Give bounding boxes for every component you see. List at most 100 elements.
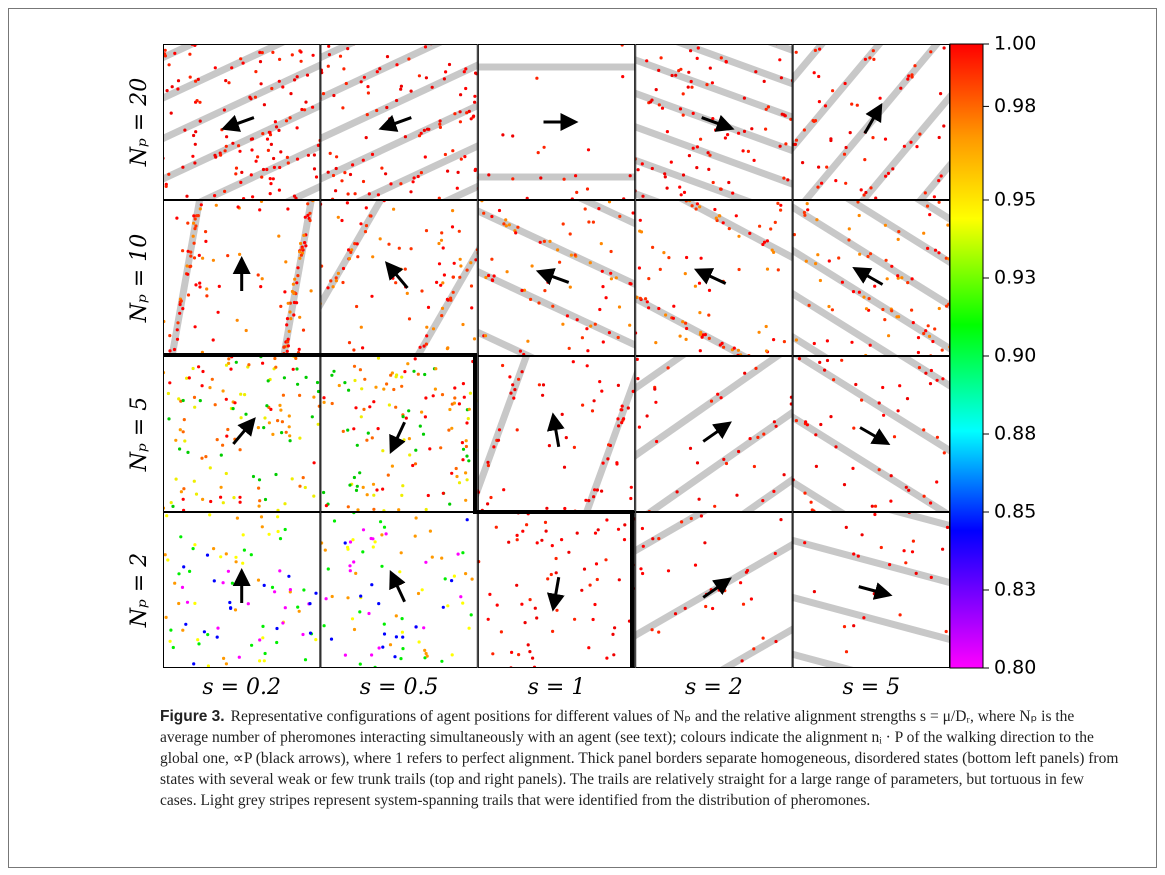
agent	[613, 626, 617, 630]
agent	[450, 225, 455, 229]
agent	[703, 333, 707, 337]
agent	[330, 401, 334, 406]
agent	[182, 487, 186, 491]
agent	[612, 19, 615, 22]
agent	[854, 382, 858, 387]
agent	[739, 581, 743, 585]
agent	[306, 153, 310, 157]
agent	[215, 635, 219, 639]
panel	[157, 200, 321, 430]
agent	[300, 247, 304, 251]
agent	[361, 346, 365, 350]
agent	[585, 327, 589, 331]
agent	[513, 388, 517, 392]
agent	[653, 387, 657, 391]
agent	[895, 315, 899, 319]
agent	[193, 227, 197, 231]
agent	[79, 215, 82, 218]
agent	[917, 366, 921, 370]
agent	[304, 100, 308, 104]
agent	[295, 75, 299, 79]
agent	[695, 202, 699, 206]
agent	[334, 166, 338, 171]
agent	[536, 21, 539, 24]
agent	[345, 201, 349, 205]
agent	[622, 417, 626, 421]
agent	[391, 276, 395, 280]
agent	[657, 306, 661, 311]
agent	[935, 435, 939, 439]
agent	[933, 248, 938, 252]
agent	[192, 395, 197, 399]
agent	[330, 594, 334, 599]
agent	[457, 229, 461, 233]
agent	[272, 156, 276, 161]
agent	[382, 622, 386, 626]
agent	[607, 443, 611, 447]
polarization-arrow	[535, 268, 570, 286]
agent	[441, 44, 444, 45]
agent	[233, 401, 237, 405]
agent	[742, 129, 747, 133]
agent	[690, 204, 694, 208]
agent	[439, 238, 444, 242]
agent	[265, 404, 269, 408]
agent	[501, 363, 505, 368]
agent	[816, 185, 820, 189]
agent	[929, 368, 933, 373]
trail	[320, 101, 478, 183]
agent	[372, 493, 376, 497]
agent	[516, 225, 520, 229]
agent	[371, 255, 375, 259]
agent	[348, 540, 353, 544]
agent	[932, 195, 936, 199]
agent	[465, 421, 469, 425]
agent	[873, 504, 878, 508]
agent	[814, 262, 818, 266]
agent	[678, 107, 683, 111]
agent	[926, 324, 930, 328]
agent	[599, 242, 603, 246]
agent	[556, 248, 560, 252]
agent	[698, 349, 702, 353]
agent	[316, 422, 320, 426]
agent	[168, 639, 172, 643]
agent	[239, 392, 243, 396]
agent	[78, 136, 81, 139]
agent	[221, 389, 225, 393]
agent	[446, 346, 450, 350]
agent	[322, 400, 326, 404]
agent	[862, 295, 866, 299]
agent	[564, 33, 567, 36]
agent	[288, 434, 292, 438]
agent	[784, 142, 788, 146]
agent	[198, 100, 202, 104]
agent	[397, 508, 401, 512]
agent	[305, 30, 308, 33]
agent	[269, 407, 273, 411]
agent	[261, 636, 265, 640]
agent	[872, 57, 876, 61]
agent	[211, 258, 215, 262]
agent	[683, 272, 687, 276]
agent	[176, 87, 180, 91]
agent	[163, 553, 167, 557]
agent	[219, 153, 223, 157]
agent	[260, 51, 264, 55]
agent	[451, 290, 455, 294]
trail	[792, 477, 848, 512]
agent	[629, 485, 633, 489]
agent	[882, 413, 886, 417]
agent	[401, 635, 405, 639]
agent	[844, 525, 848, 529]
agent	[335, 155, 339, 159]
agent	[395, 373, 399, 377]
agent	[1000, 544, 1003, 547]
agent	[540, 538, 544, 542]
agent	[831, 89, 835, 93]
agent	[157, 427, 160, 430]
agent	[600, 389, 604, 393]
agent	[371, 482, 376, 486]
agent	[492, 274, 496, 278]
agent	[472, 114, 476, 118]
